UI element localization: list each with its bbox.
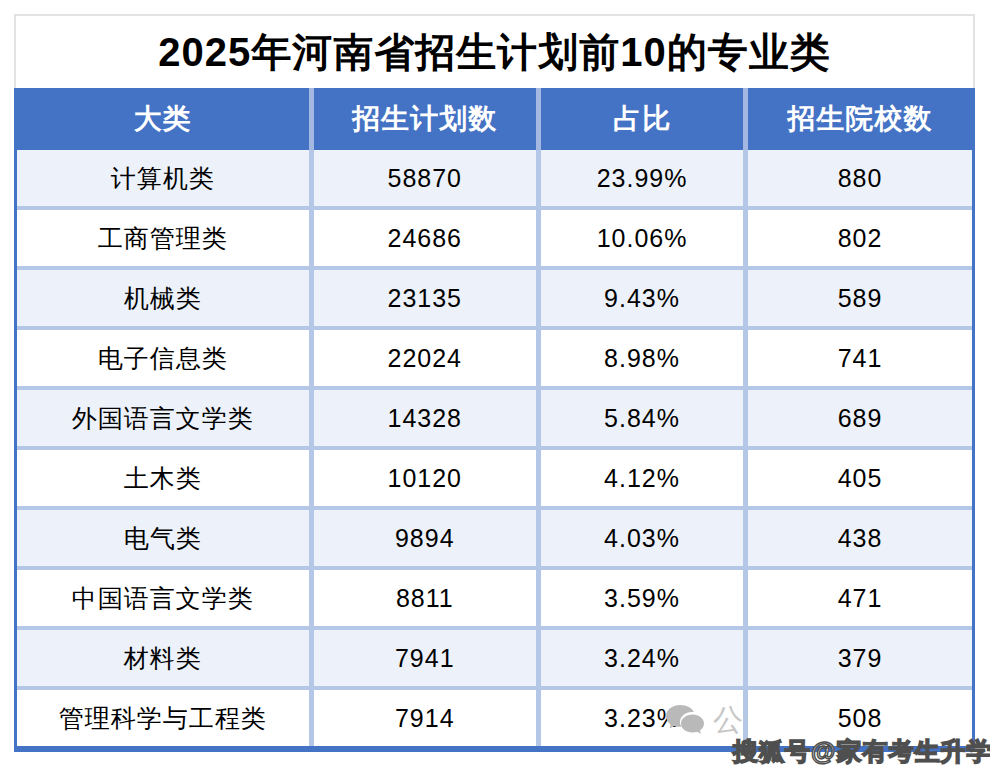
- table-row: 工商管理类2468610.06%802: [17, 208, 972, 268]
- cell-plan: 10120: [311, 448, 538, 508]
- cell-schools: 589: [746, 268, 972, 328]
- cell-schools: 689: [746, 388, 972, 448]
- cell-share: 9.43%: [538, 268, 745, 328]
- cell-share: 3.24%: [538, 628, 745, 688]
- cell-plan: 7914: [311, 688, 538, 746]
- column-header-school-count: 招生院校数: [746, 88, 972, 150]
- cell-category: 电子信息类: [17, 328, 311, 388]
- header-row: 大类 招生计划数 占比 招生院校数: [17, 88, 972, 150]
- table-frame: 大类 招生计划数 占比 招生院校数 计算机类5887023.99%880工商管理…: [14, 88, 975, 752]
- cell-plan: 9894: [311, 508, 538, 568]
- title-box: 2025年河南省招生计划前10的专业类: [14, 14, 975, 88]
- cell-category: 管理科学与工程类: [17, 688, 311, 746]
- cell-category: 土木类: [17, 448, 311, 508]
- cell-schools: 741: [746, 328, 972, 388]
- column-header-share: 占比: [538, 88, 745, 150]
- cell-share: 10.06%: [538, 208, 745, 268]
- cell-plan: 24686: [311, 208, 538, 268]
- cell-plan: 22024: [311, 328, 538, 388]
- cell-share: 3.23%: [538, 688, 745, 746]
- enrollment-table: 大类 招生计划数 占比 招生院校数 计算机类5887023.99%880工商管理…: [17, 88, 972, 746]
- table-row: 中国语言文学类88113.59%471: [17, 568, 972, 628]
- column-header-plan-count: 招生计划数: [311, 88, 538, 150]
- cell-schools: 438: [746, 508, 972, 568]
- cell-share: 5.84%: [538, 388, 745, 448]
- cell-category: 机械类: [17, 268, 311, 328]
- table-row: 材料类79413.24%379: [17, 628, 972, 688]
- cell-schools: 379: [746, 628, 972, 688]
- cell-plan: 7941: [311, 628, 538, 688]
- table-row: 电气类98944.03%438: [17, 508, 972, 568]
- cell-category: 外国语言文学类: [17, 388, 311, 448]
- cell-plan: 14328: [311, 388, 538, 448]
- cell-category: 中国语言文学类: [17, 568, 311, 628]
- cell-schools: 508: [746, 688, 972, 746]
- table-card: 2025年河南省招生计划前10的专业类 大类 招生计划数 占比 招生院校数: [14, 14, 975, 752]
- table-row: 土木类101204.12%405: [17, 448, 972, 508]
- cell-schools: 802: [746, 208, 972, 268]
- cell-category: 工商管理类: [17, 208, 311, 268]
- table-row: 计算机类5887023.99%880: [17, 150, 972, 208]
- column-header-category: 大类: [17, 88, 311, 150]
- cell-plan: 58870: [311, 150, 538, 208]
- table-row: 机械类231359.43%589: [17, 268, 972, 328]
- cell-category: 电气类: [17, 508, 311, 568]
- cell-schools: 471: [746, 568, 972, 628]
- cell-category: 计算机类: [17, 150, 311, 208]
- cell-category: 材料类: [17, 628, 311, 688]
- table-row: 外国语言文学类143285.84%689: [17, 388, 972, 448]
- cell-share: 8.98%: [538, 328, 745, 388]
- table-row: 管理科学与工程类79143.23%508: [17, 688, 972, 746]
- cell-share: 23.99%: [538, 150, 745, 208]
- cell-plan: 8811: [311, 568, 538, 628]
- page: 2025年河南省招生计划前10的专业类 大类 招生计划数 占比 招生院校数: [0, 0, 990, 768]
- cell-schools: 880: [746, 150, 972, 208]
- page-title: 2025年河南省招生计划前10的专业类: [158, 25, 830, 80]
- cell-plan: 23135: [311, 268, 538, 328]
- cell-share: 4.12%: [538, 448, 745, 508]
- cell-share: 4.03%: [538, 508, 745, 568]
- cell-schools: 405: [746, 448, 972, 508]
- table-row: 电子信息类220248.98%741: [17, 328, 972, 388]
- cell-share: 3.59%: [538, 568, 745, 628]
- table-body: 计算机类5887023.99%880工商管理类2468610.06%802机械类…: [17, 150, 972, 746]
- table-header: 大类 招生计划数 占比 招生院校数: [17, 88, 972, 150]
